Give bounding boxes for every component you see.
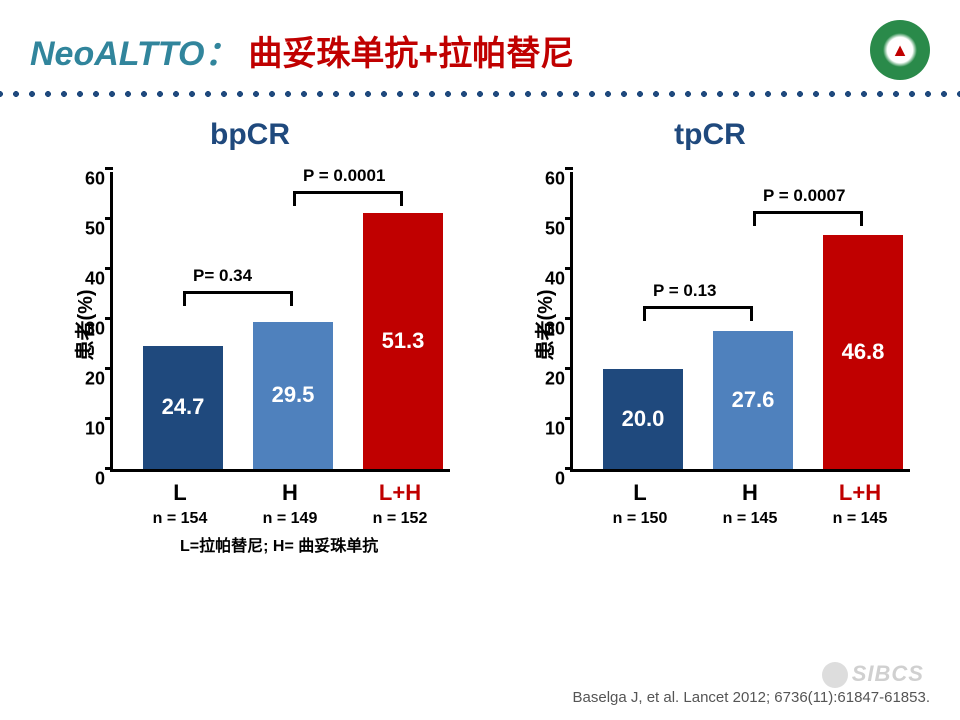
legend-note: L=拉帕替尼; H= 曲妥珠单抗 (180, 532, 960, 556)
p-value-label: P = 0.0007 (763, 186, 845, 206)
x-labels: L H L+H (570, 480, 910, 510)
y-tick-mark (105, 417, 113, 420)
bar: 46.8 (823, 235, 903, 469)
y-tick-mark (565, 467, 573, 470)
n-label: n = 150 (590, 510, 690, 528)
comparison-bracket (183, 291, 293, 294)
y-tick-label: 40 (65, 269, 105, 290)
bar-value-label: 27.6 (732, 387, 775, 413)
bar-value-label: 51.3 (382, 328, 425, 354)
chart-title: bpCR (30, 118, 470, 152)
y-tick-mark (105, 367, 113, 370)
hospital-logo-icon: ▲ (870, 20, 930, 80)
p-value-label: P = 0.0001 (303, 166, 385, 186)
bar-value-label: 20.0 (622, 406, 665, 432)
p-value-label: P= 0.34 (193, 266, 252, 286)
y-tick-label: 60 (525, 169, 565, 190)
y-tick-label: 50 (525, 219, 565, 240)
wechat-icon (822, 662, 848, 688)
y-tick-mark (565, 417, 573, 420)
y-tick-mark (105, 267, 113, 270)
bar-value-label: 29.5 (272, 382, 315, 408)
x-category-label: L (600, 480, 680, 506)
divider-dotted (0, 90, 960, 98)
title-left: NeoALTTO： (30, 26, 238, 75)
comparison-bracket (293, 191, 403, 194)
x-category-label: H (710, 480, 790, 506)
y-tick-label: 0 (525, 469, 565, 490)
comparison-bracket (753, 211, 863, 214)
y-tick-label: 40 (525, 269, 565, 290)
y-tick-label: 10 (65, 419, 105, 440)
y-tick-label: 30 (65, 319, 105, 340)
p-value-label: P = 0.13 (653, 281, 717, 301)
n-label: n = 145 (700, 510, 800, 528)
y-tick-mark (565, 217, 573, 220)
bar-value-label: 24.7 (162, 394, 205, 420)
plot-area: 010203040506024.729.551.3P= 0.34P = 0.00… (110, 172, 450, 472)
y-tick-label: 20 (525, 369, 565, 390)
y-tick-mark (565, 317, 573, 320)
bar: 27.6 (713, 331, 793, 469)
y-tick-mark (105, 217, 113, 220)
y-tick-mark (105, 317, 113, 320)
watermark-text: SIBCS (852, 661, 924, 686)
x-category-label: L (140, 480, 220, 506)
comparison-bracket (643, 306, 753, 309)
citation: Baselga J, et al. Lancet 2012; 6736(11):… (573, 689, 931, 706)
y-tick-mark (565, 167, 573, 170)
y-tick-label: 0 (65, 469, 105, 490)
x-category-label: L+H (360, 480, 440, 506)
chart-block-0: bpCR患者(%)010203040506024.729.551.3P= 0.3… (30, 118, 470, 512)
watermark: SIBCS (822, 661, 924, 688)
n-label: n = 152 (350, 510, 450, 528)
n-label: n = 154 (130, 510, 230, 528)
chart-area: 患者(%)010203040506020.027.646.8P = 0.13P … (490, 172, 930, 512)
y-tick-mark (105, 167, 113, 170)
bar: 20.0 (603, 369, 683, 469)
x-category-label: H (250, 480, 330, 506)
y-tick-label: 60 (65, 169, 105, 190)
chart-title: tpCR (490, 118, 930, 152)
n-label: n = 145 (810, 510, 910, 528)
y-tick-label: 50 (65, 219, 105, 240)
bar: 24.7 (143, 346, 223, 470)
n-label: n = 149 (240, 510, 340, 528)
y-tick-label: 10 (525, 419, 565, 440)
bar-value-label: 46.8 (842, 339, 885, 365)
y-tick-label: 30 (525, 319, 565, 340)
n-labels: n = 154 n = 149 n = 152 (110, 510, 450, 534)
y-tick-label: 20 (65, 369, 105, 390)
title-right: 曲妥珠单抗+拉帕替尼 (248, 26, 574, 75)
n-labels: n = 150 n = 145 n = 145 (570, 510, 910, 534)
y-tick-mark (565, 367, 573, 370)
charts-container: bpCR患者(%)010203040506024.729.551.3P= 0.3… (0, 118, 960, 512)
bar: 51.3 (363, 213, 443, 470)
chart-block-1: tpCR患者(%)010203040506020.027.646.8P = 0.… (490, 118, 930, 512)
x-category-label: L+H (820, 480, 900, 506)
chart-area: 患者(%)010203040506024.729.551.3P= 0.34P =… (30, 172, 470, 512)
y-tick-mark (105, 467, 113, 470)
slide-header: NeoALTTO： 曲妥珠单抗+拉帕替尼 ▲ (0, 0, 960, 90)
y-tick-mark (565, 267, 573, 270)
bar: 29.5 (253, 322, 333, 470)
x-labels: L H L+H (110, 480, 450, 510)
plot-area: 010203040506020.027.646.8P = 0.13P = 0.0… (570, 172, 910, 472)
